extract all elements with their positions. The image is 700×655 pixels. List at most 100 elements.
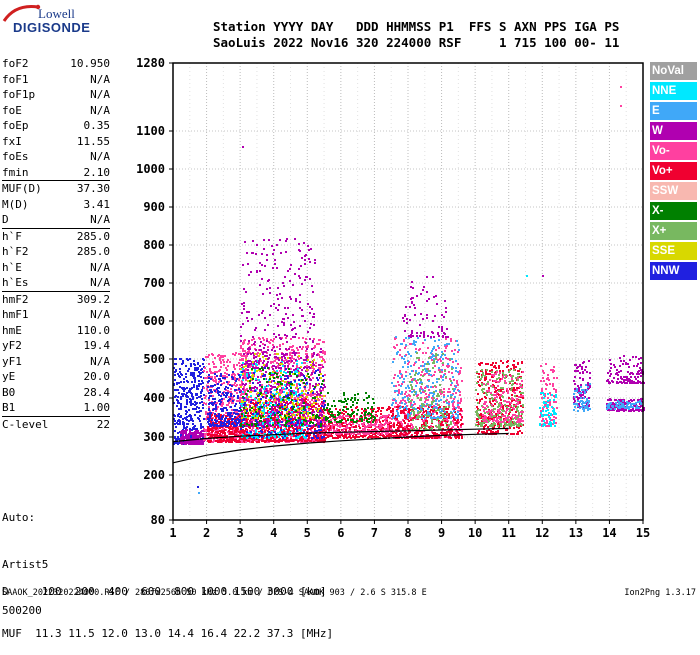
echo-point	[200, 376, 202, 378]
echo-point	[313, 364, 315, 366]
echo-point	[300, 396, 302, 398]
echo-point	[230, 406, 232, 408]
echo-point	[265, 351, 267, 353]
echo-point	[249, 415, 251, 417]
echo-point	[205, 413, 207, 415]
echo-point	[307, 359, 309, 361]
echo-point	[278, 411, 280, 413]
echo-point	[318, 339, 320, 341]
echo-point	[238, 353, 240, 355]
echo-point	[200, 425, 202, 427]
echo-point	[305, 338, 307, 340]
echo-point	[282, 380, 284, 382]
echo-point	[320, 351, 322, 353]
echo-point	[248, 401, 250, 403]
echo-point	[280, 372, 282, 374]
echo-point	[236, 411, 238, 413]
echo-point	[229, 414, 231, 416]
echo-point	[306, 394, 308, 396]
echo-point	[281, 418, 283, 420]
echo-point	[254, 390, 256, 392]
echo-point	[249, 409, 251, 411]
echo-point	[297, 403, 299, 405]
echo-point	[309, 306, 311, 308]
echo-point	[298, 394, 300, 396]
echo-point	[315, 408, 317, 410]
echo-point	[203, 370, 205, 372]
echo-point	[293, 394, 295, 396]
echo-point	[259, 415, 261, 417]
echo-point	[212, 361, 214, 363]
echo-point	[290, 375, 292, 377]
echo-point	[297, 349, 299, 351]
echo-point	[178, 442, 180, 444]
echo-point	[255, 404, 257, 406]
echo-point	[306, 435, 308, 437]
echo-point	[268, 399, 270, 401]
echo-point	[313, 411, 315, 413]
echo-point	[194, 414, 196, 416]
echo-point	[308, 258, 310, 260]
echo-point	[256, 370, 258, 372]
echo-point	[301, 416, 303, 418]
echo-point	[249, 376, 251, 378]
echo-point	[321, 436, 323, 438]
echo-point	[264, 367, 266, 369]
echo-point	[306, 355, 308, 357]
echo-point	[215, 408, 217, 410]
echo-point	[249, 427, 251, 429]
echo-point	[244, 389, 246, 391]
echo-point	[330, 435, 332, 437]
echo-point	[309, 418, 311, 420]
echo-point	[240, 347, 242, 349]
echo-point	[214, 413, 216, 415]
echo-point	[307, 303, 309, 305]
echo-point	[260, 424, 262, 426]
echo-point	[315, 370, 317, 372]
echo-point	[200, 434, 202, 436]
echo-point	[318, 429, 320, 431]
echo-point	[375, 415, 377, 417]
echo-point	[262, 310, 264, 312]
echo-point	[323, 400, 325, 402]
echo-point	[265, 402, 267, 404]
echo-point	[315, 419, 317, 421]
echo-point	[190, 419, 192, 421]
echo-point	[175, 370, 177, 372]
echo-point	[234, 416, 236, 418]
echo-point	[208, 354, 210, 356]
echo-point	[345, 406, 347, 408]
echo-point	[277, 309, 279, 311]
echo-point	[277, 383, 279, 385]
echo-point	[174, 389, 176, 391]
echo-point	[202, 363, 204, 365]
echo-point	[261, 278, 263, 280]
echo-point	[209, 395, 211, 397]
echo-point	[238, 362, 240, 364]
echo-point	[318, 399, 320, 401]
echo-point	[247, 263, 249, 265]
echo-point	[268, 357, 270, 359]
echo-point	[216, 420, 218, 422]
echo-point	[323, 384, 325, 386]
echo-point	[227, 365, 229, 367]
echo-point	[267, 361, 269, 363]
echo-point	[243, 418, 245, 420]
echo-point	[294, 273, 296, 275]
echo-point	[357, 433, 359, 435]
echo-point	[244, 402, 246, 404]
echo-point	[235, 439, 237, 441]
echo-point	[276, 391, 278, 393]
echo-point	[219, 369, 221, 371]
echo-point	[274, 431, 276, 433]
echo-point	[267, 367, 269, 369]
echo-point	[226, 376, 228, 378]
echo-point	[241, 401, 243, 403]
echo-point	[232, 371, 234, 373]
echo-point	[310, 364, 312, 366]
echo-point	[223, 361, 225, 363]
echo-point	[292, 336, 294, 338]
echo-point	[301, 309, 303, 311]
echo-point	[291, 396, 293, 398]
echo-point	[247, 399, 249, 401]
